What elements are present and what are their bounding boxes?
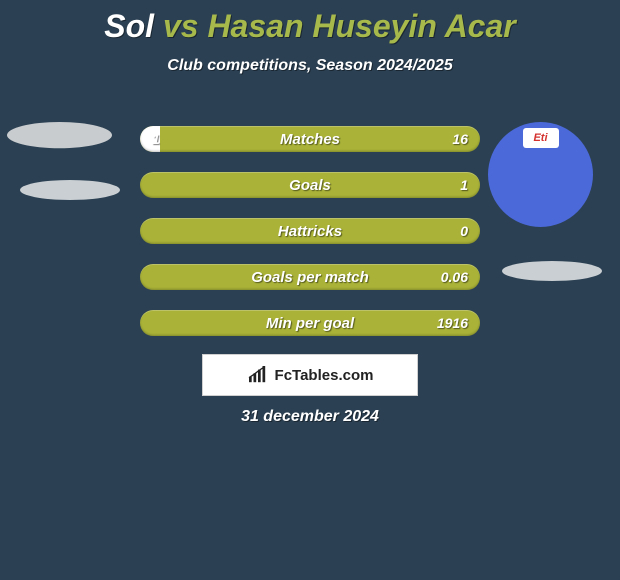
- player1-name: Sol: [104, 8, 154, 44]
- brand-box: FcTables.com: [202, 354, 418, 396]
- stat-bar: Goals1: [140, 172, 480, 198]
- brand-chart-icon: [247, 366, 269, 384]
- stat-bar: Matches1 16: [140, 126, 480, 152]
- brand-text: FcTables.com: [275, 367, 374, 384]
- stat-bar-rightval: 1: [460, 172, 468, 198]
- player2-avatar-shadow: [502, 261, 602, 281]
- stat-bar-label: Min per goal: [140, 310, 480, 336]
- stat-bar-rightval: 16: [452, 126, 468, 152]
- player1-avatar-shadow: [20, 180, 120, 200]
- stat-bar-label: Goals per match: [140, 264, 480, 290]
- stat-bar-label: Hattricks: [140, 218, 480, 244]
- subtitle: Club competitions, Season 2024/2025: [0, 57, 620, 75]
- stat-bar: Goals per match0.06: [140, 264, 480, 290]
- stat-bar-label: Goals: [140, 172, 480, 198]
- stat-bar: Hattricks0: [140, 218, 480, 244]
- stat-bar-rightval: 0.06: [441, 264, 468, 290]
- jersey-sponsor-tag: Eti: [523, 128, 559, 148]
- player2-avatar: Eti: [488, 122, 593, 227]
- comparison-bars: Matches116Goals1Hattricks0Goals per matc…: [140, 126, 480, 356]
- stat-bar-rightval: 1916: [437, 310, 468, 336]
- player1-avatar: [7, 122, 112, 148]
- player2-name: Hasan Huseyin Acar: [207, 8, 515, 44]
- page-title: Sol vs Hasan Huseyin Acar: [0, 0, 620, 45]
- stat-bar: Min per goal1916: [140, 310, 480, 336]
- vs-text: vs: [163, 8, 199, 44]
- player2-jersey: Eti: [488, 122, 593, 227]
- stat-bar-label: Matches: [140, 126, 480, 152]
- date-text: 31 december 2024: [0, 408, 620, 426]
- stat-bar-leftval: 1: [152, 126, 160, 152]
- stat-bar-rightval: 0: [460, 218, 468, 244]
